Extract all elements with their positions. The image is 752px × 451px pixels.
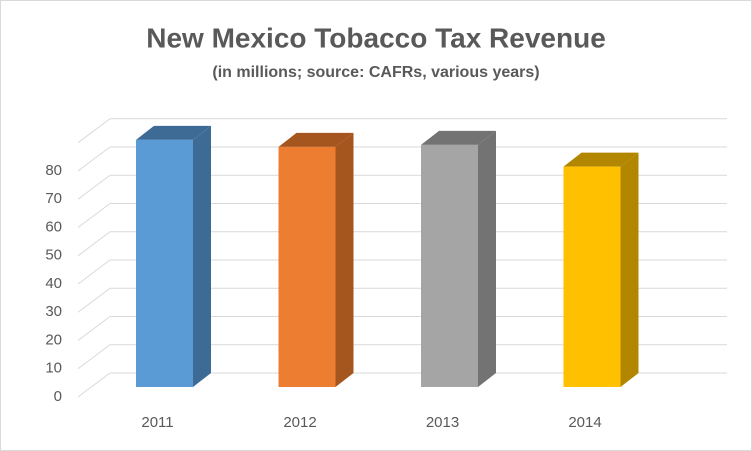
bar-top	[136, 125, 211, 140]
y-tick-label: 0	[54, 388, 62, 405]
bar-top	[421, 130, 496, 145]
y-tick-label: 50	[45, 247, 62, 264]
grid-line	[77, 174, 111, 200]
y-tick-label: 70	[45, 190, 62, 207]
bar-top	[563, 152, 639, 167]
y-tick-label: 40	[45, 275, 62, 292]
plot-edge	[77, 118, 111, 144]
grid-line	[77, 344, 111, 370]
bar	[136, 139, 193, 387]
grid-line	[77, 203, 111, 228]
y-tick-label: 60	[45, 218, 62, 235]
bar-side	[335, 132, 354, 387]
bar-side	[193, 125, 211, 387]
y-tick-label: 30	[45, 303, 62, 320]
bar	[563, 166, 621, 387]
grid-line	[77, 259, 111, 285]
bar	[278, 146, 336, 387]
y-tick-label: 80	[45, 162, 62, 179]
bar	[421, 144, 478, 387]
x-tick-label: 2014	[568, 414, 601, 431]
bar-top	[278, 132, 354, 147]
grid-line	[77, 372, 111, 398]
y-tick-label: 20	[45, 331, 62, 348]
chart-title: New Mexico Tobacco Tax Revenue	[146, 22, 606, 53]
grid-line	[77, 287, 111, 313]
y-tick-label: 10	[45, 360, 62, 377]
x-tick-label: 2013	[426, 414, 459, 431]
chart-subtitle: (in millions; source: CAFRs, various yea…	[212, 64, 539, 81]
bar-side	[478, 130, 496, 387]
x-tick-label: 2012	[283, 414, 316, 431]
grid-line	[77, 231, 111, 257]
bar-side	[620, 152, 639, 387]
grid-line	[77, 316, 111, 341]
x-tick-label: 2011	[141, 414, 173, 431]
grid-line	[77, 146, 111, 172]
